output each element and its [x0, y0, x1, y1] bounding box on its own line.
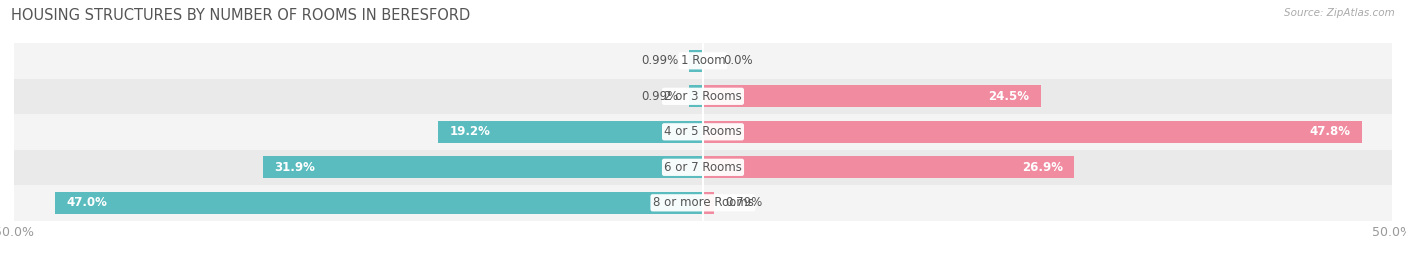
Bar [703, 121, 1361, 143]
Bar [14, 79, 1392, 114]
Text: 2 or 3 Rooms: 2 or 3 Rooms [664, 90, 742, 103]
Text: 31.9%: 31.9% [274, 161, 315, 174]
Text: 0.79%: 0.79% [725, 196, 762, 209]
Text: 0.99%: 0.99% [641, 90, 678, 103]
Text: 8 or more Rooms: 8 or more Rooms [652, 196, 754, 209]
Text: 1 Room: 1 Room [681, 54, 725, 67]
Bar [14, 43, 1392, 79]
Text: HOUSING STRUCTURES BY NUMBER OF ROOMS IN BERESFORD: HOUSING STRUCTURES BY NUMBER OF ROOMS IN… [11, 8, 471, 23]
Text: 0.0%: 0.0% [724, 54, 754, 67]
Bar [703, 192, 714, 214]
Text: 26.9%: 26.9% [1022, 161, 1063, 174]
Text: 47.0%: 47.0% [66, 196, 107, 209]
Bar [14, 185, 1392, 221]
Text: 19.2%: 19.2% [450, 125, 491, 138]
Bar [14, 150, 1392, 185]
Bar [14, 114, 1392, 150]
Text: Source: ZipAtlas.com: Source: ZipAtlas.com [1284, 8, 1395, 18]
Text: 47.8%: 47.8% [1309, 125, 1351, 138]
Bar [439, 121, 703, 143]
Bar [703, 85, 1040, 107]
Text: 4 or 5 Rooms: 4 or 5 Rooms [664, 125, 742, 138]
Bar [263, 156, 703, 178]
Text: 6 or 7 Rooms: 6 or 7 Rooms [664, 161, 742, 174]
Text: 0.99%: 0.99% [641, 54, 678, 67]
Bar [689, 50, 703, 72]
Bar [703, 156, 1074, 178]
Bar [55, 192, 703, 214]
Text: 24.5%: 24.5% [988, 90, 1029, 103]
Bar [689, 85, 703, 107]
